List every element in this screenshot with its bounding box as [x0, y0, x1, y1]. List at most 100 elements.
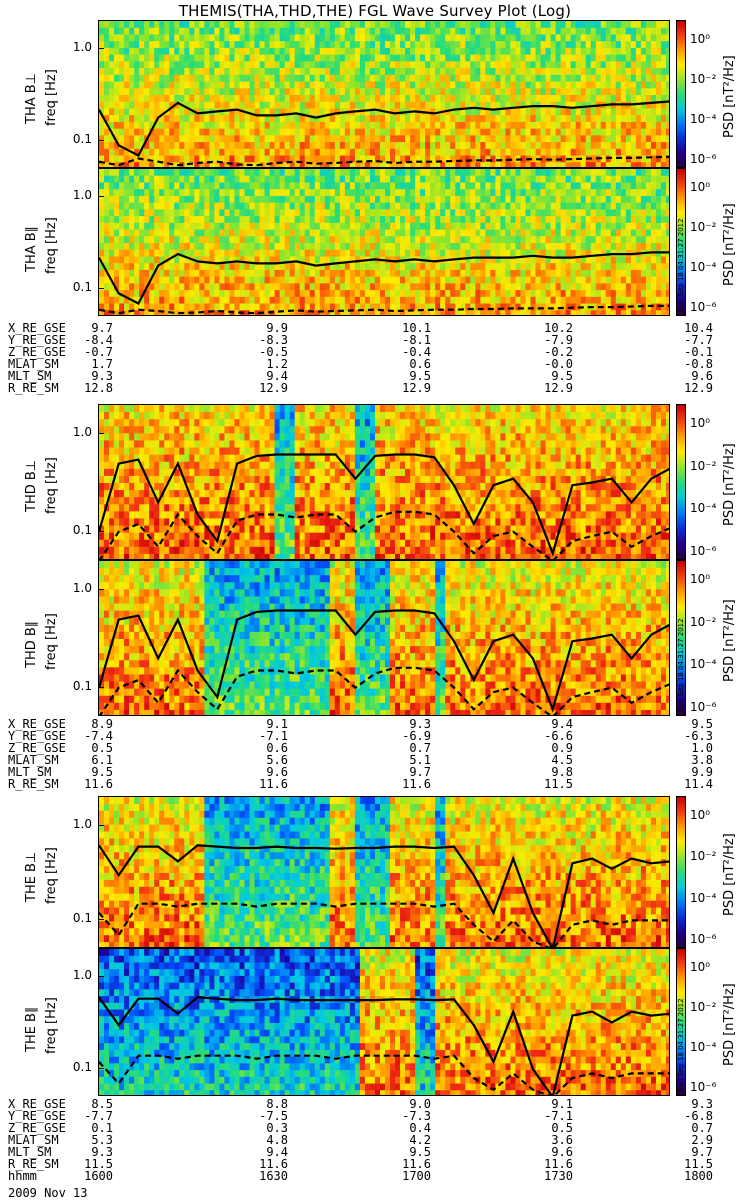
- spectrogram-cell: [179, 243, 185, 251]
- spectrogram-cell: [390, 222, 396, 231]
- spectrogram-cell: [144, 88, 150, 96]
- spectrogram-cell: [369, 263, 376, 271]
- spectrogram-cell: [204, 296, 210, 305]
- spectrogram-cell: [575, 243, 582, 251]
- spectrogram-cell: [515, 310, 522, 315]
- spectrogram-cell: [620, 296, 627, 305]
- spectrogram-cell: [99, 310, 105, 315]
- spectrogram-svg: [99, 21, 669, 167]
- spectrogram-cell: [485, 54, 491, 62]
- spectrogram-cell: [139, 249, 145, 258]
- spectrogram-cell: [99, 61, 105, 69]
- spectrogram-cell: [179, 142, 185, 150]
- spectrogram-cell: [630, 34, 637, 42]
- spectrogram-cell: [109, 61, 115, 69]
- spectrogram-cell: [274, 121, 281, 130]
- spectrogram-cell: [119, 169, 125, 177]
- spectrogram-cell: [490, 290, 496, 298]
- spectrogram-cell: [374, 290, 381, 298]
- spectrogram-cell: [615, 121, 622, 130]
- spectrogram-cell: [339, 189, 346, 197]
- spectrogram-cell: [650, 182, 657, 190]
- spectrogram-cell: [510, 182, 517, 190]
- spectrogram-cell: [485, 61, 491, 69]
- spectrogram-cell: [104, 162, 110, 167]
- spectrogram-cell: [605, 209, 612, 217]
- spectrogram-cell: [565, 121, 572, 130]
- spectrogram-cell: [139, 303, 145, 311]
- spectrogram-cell: [655, 135, 662, 143]
- spectrogram-cell: [379, 310, 386, 315]
- spectrogram-cell: [344, 27, 351, 36]
- spectrogram-cell: [189, 68, 195, 76]
- spectrogram-cell: [620, 169, 627, 177]
- spectrogram-cell: [500, 142, 507, 150]
- spectrogram-cell: [575, 283, 582, 291]
- spectrogram-cell: [104, 95, 110, 103]
- spectrogram-cell: [254, 155, 261, 163]
- spectrogram-cell: [349, 34, 356, 42]
- spectrogram-cell: [184, 202, 190, 210]
- spectrogram-cell: [420, 243, 426, 251]
- spectrogram-cell: [374, 236, 381, 244]
- spectrogram-cell: [224, 290, 231, 298]
- spectrogram-cell: [530, 68, 537, 76]
- spectrogram-cell: [415, 115, 421, 123]
- spectrogram-cell: [279, 128, 286, 136]
- spectrogram-cell: [379, 128, 386, 136]
- spectrogram-cell: [164, 68, 170, 76]
- spectrogram-cell: [159, 290, 165, 298]
- spectrogram-cell: [114, 128, 120, 136]
- spectrogram-cell: [475, 34, 481, 42]
- spectrogram-cell: [640, 95, 647, 103]
- spectrogram-cell: [410, 68, 416, 76]
- spectrogram-cell: [545, 310, 552, 315]
- spectrogram-cell: [595, 34, 602, 42]
- spectrogram-cell: [590, 269, 597, 278]
- spectrogram-cell: [99, 169, 105, 177]
- spectrogram-cell: [364, 81, 371, 89]
- spectrogram-cell: [234, 88, 241, 96]
- spectrogram-cell: [259, 169, 266, 177]
- spectrogram-cell: [440, 276, 446, 284]
- spectrogram-cell: [304, 175, 311, 184]
- spectrogram-cell: [475, 41, 481, 49]
- spectrogram-cell: [605, 88, 612, 96]
- spectrogram-cell: [189, 189, 195, 197]
- spectrogram-cell: [445, 269, 451, 278]
- spectrogram-cell: [239, 229, 246, 237]
- spectrogram-cell: [229, 209, 236, 217]
- spectrogram-cell: [249, 81, 256, 89]
- spectrogram-cell: [349, 283, 356, 291]
- spectrogram-cell: [400, 296, 406, 305]
- spectrogram-cell: [420, 142, 426, 150]
- spectrogram-cell: [144, 195, 150, 204]
- spectrogram-cell: [615, 155, 622, 163]
- spectrogram-cell: [605, 263, 612, 271]
- spectrogram-cell: [565, 108, 572, 116]
- spectrogram-cell: [154, 54, 160, 62]
- spectrogram-cell: [289, 142, 296, 150]
- spectrogram-cell: [575, 21, 582, 29]
- spectrogram-cell: [525, 182, 532, 190]
- spectrogram-cell: [374, 41, 381, 49]
- spectrogram-cell: [580, 27, 587, 36]
- spectrogram-cell: [540, 61, 547, 69]
- spectrogram-cell: [640, 269, 647, 278]
- spectrogram-cell: [515, 54, 522, 62]
- spectrogram-cell: [219, 222, 226, 231]
- spectrogram-cell: [164, 229, 170, 237]
- spectrogram-cell: [349, 182, 356, 190]
- spectrogram-cell: [500, 283, 507, 291]
- spectrogram-cell: [555, 95, 562, 103]
- spectrogram-cell: [550, 283, 557, 291]
- spectrogram-cell: [505, 34, 512, 42]
- spectrogram-cell: [615, 195, 622, 204]
- spectrogram-cell: [475, 155, 481, 163]
- spectrogram-cell: [570, 290, 577, 298]
- spectrogram-cell: [465, 263, 471, 271]
- spectrogram-cell: [415, 229, 421, 237]
- spectrogram-cell: [229, 34, 236, 42]
- spectrogram-cell: [485, 249, 491, 258]
- spectrogram-cell: [369, 135, 376, 143]
